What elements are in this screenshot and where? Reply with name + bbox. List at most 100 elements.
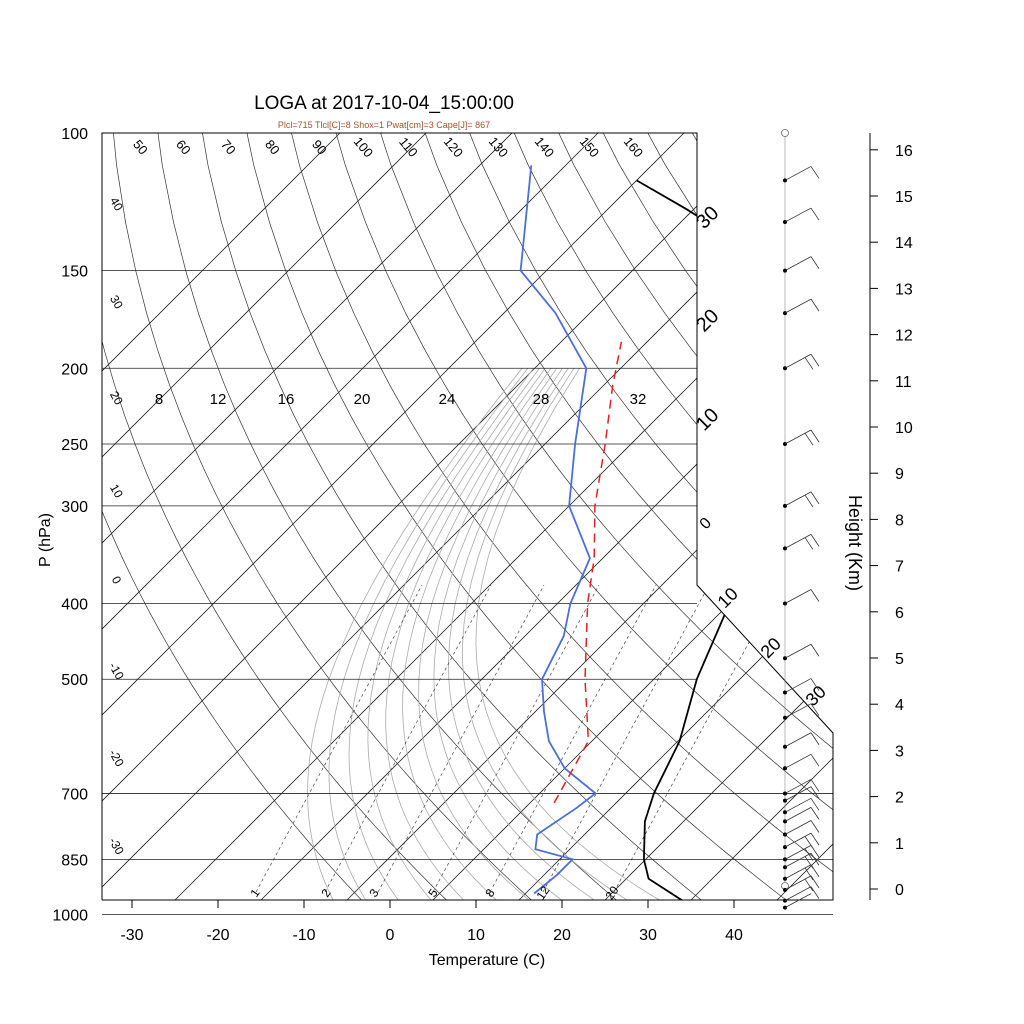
wind-barb-shaft [784,533,812,549]
wind-barb-feather [804,878,814,892]
dewpoint-line [519,165,597,895]
pressure-tick-label: 200 [61,361,88,378]
wind-barb-shaft [784,207,812,223]
mixing-ratio-line [489,584,657,893]
wind-barb-feather [804,494,814,508]
mixing-ratio-line [377,584,545,893]
isotherm-label-left: 40 [107,195,126,214]
height-tick-label: 8 [895,512,904,529]
moist-adiabat-line [307,368,523,900]
moist-adiabat-label: 20 [354,391,371,408]
isotherm-label-left: 0 [109,574,125,587]
wind-barb-shaft [784,779,812,794]
wind-barb-feather [810,732,820,745]
wind-barb-feather [810,678,820,691]
wind-barb-feather [810,534,820,547]
wind-barb-feather [810,807,820,820]
mixing-ratio-label: 3 [366,886,381,900]
wind-barb-feather [810,779,820,792]
wind-barb-shaft [784,429,812,445]
isotherm-line [604,133,833,900]
wind-barb-shaft [784,166,812,181]
mixing-ratio-label: 1 [247,886,262,900]
dry-adiabat-line [887,97,1024,931]
wind-barb-feather [810,886,820,899]
pressure-tick-label: 150 [61,264,88,281]
wind-barb-shaft [784,820,812,835]
height-tick-label: 16 [895,143,913,160]
temperature-tick-label: 0 [386,927,395,944]
wind-barb-feather [810,429,820,443]
wind-barb-feather [810,754,820,767]
wind-barb-shaft [784,893,812,908]
temperature-tick-label: 10 [467,927,485,944]
wind-barb-feather [810,589,820,602]
wind-barb-feather [810,798,820,811]
moist-adiabat-label: 16 [278,391,295,408]
isotherm-line [260,133,833,900]
pressure-tick-label: 700 [61,786,88,803]
moist-adiabat-line [402,368,552,900]
pressure-tick-label: 300 [61,499,88,516]
sounding-series [519,165,746,900]
dry-adiabat-label: 50 [130,137,151,158]
height-axis-label: Height (Km) [845,495,865,591]
isotherm-line [102,133,771,900]
dry-adiabat-line [714,133,833,900]
height-tick-label: 2 [895,790,904,807]
moist-adiabat-label: 12 [210,391,227,408]
wind-station-circle [781,129,789,137]
pressure-tick-label: 850 [61,852,88,869]
wind-barb-shaft [784,589,812,604]
moist-adiabat-label: 32 [630,391,647,408]
wind-barb-feather [804,856,814,869]
moist-adiabat-label: 24 [439,391,456,408]
wind-barb-feather [804,848,814,861]
wind-barb-shaft [784,353,812,369]
dry-adiabat-label: 160 [621,134,646,160]
wind-barb-feather [810,875,820,889]
plot-frame [101,132,834,901]
chart-title: LOGA at 2017-10-04_15:00:00 [254,93,514,114]
moist-adiabat-line [433,368,608,900]
height-tick-label: 5 [895,651,904,668]
dry-adiabat-label: 120 [441,134,466,160]
height-tick-label: 10 [895,420,913,437]
dry-adiabat-line [102,133,393,900]
moist-adiabat-line [448,368,645,900]
pressure-tick-label: 250 [61,437,88,454]
moist-adiabat-line [462,368,681,900]
parcel-line [553,341,623,804]
wind-barb-feather [810,256,820,269]
dry-adiabat-label: 150 [577,134,602,160]
moist-adiabat-label: 8 [155,391,163,408]
dry-adiabat-label: 60 [173,137,194,158]
wind-barb-shaft [784,844,812,860]
y-axis-label: P (hPa) [37,513,54,567]
height-tick-label: 0 [895,882,904,899]
isotherm-label-left: -30 [106,835,127,857]
isotherm-label-left: 10 [107,482,126,501]
wind-barb-shaft [784,797,812,813]
pressure-tick-label: 400 [61,597,88,614]
isotherm-line [518,133,833,900]
dry-adiabat-line [541,133,833,900]
dry-adiabat-line [109,133,567,900]
temperature-tick-label: 40 [725,927,743,944]
isotherm-label-left: -20 [106,747,127,769]
wind-barb-feather [810,703,820,716]
wind-barb-feather [810,786,820,799]
isotherm-line [102,133,513,900]
mixing-ratio-label: 8 [482,886,497,900]
mixing-ratio-line [432,584,600,893]
isotherm-line [102,133,427,900]
wind-barb-shaft [784,678,812,693]
wind-barb-feather [810,491,820,505]
height-tick-label: 7 [895,559,904,576]
wind-barb-feather [810,832,820,846]
temperature-tick-label: -20 [206,927,229,944]
isobars [102,132,833,915]
height-tick-label: 13 [895,281,913,298]
x-axis-label: Temperature (C) [429,952,545,969]
height-tick-label: 15 [895,189,913,206]
